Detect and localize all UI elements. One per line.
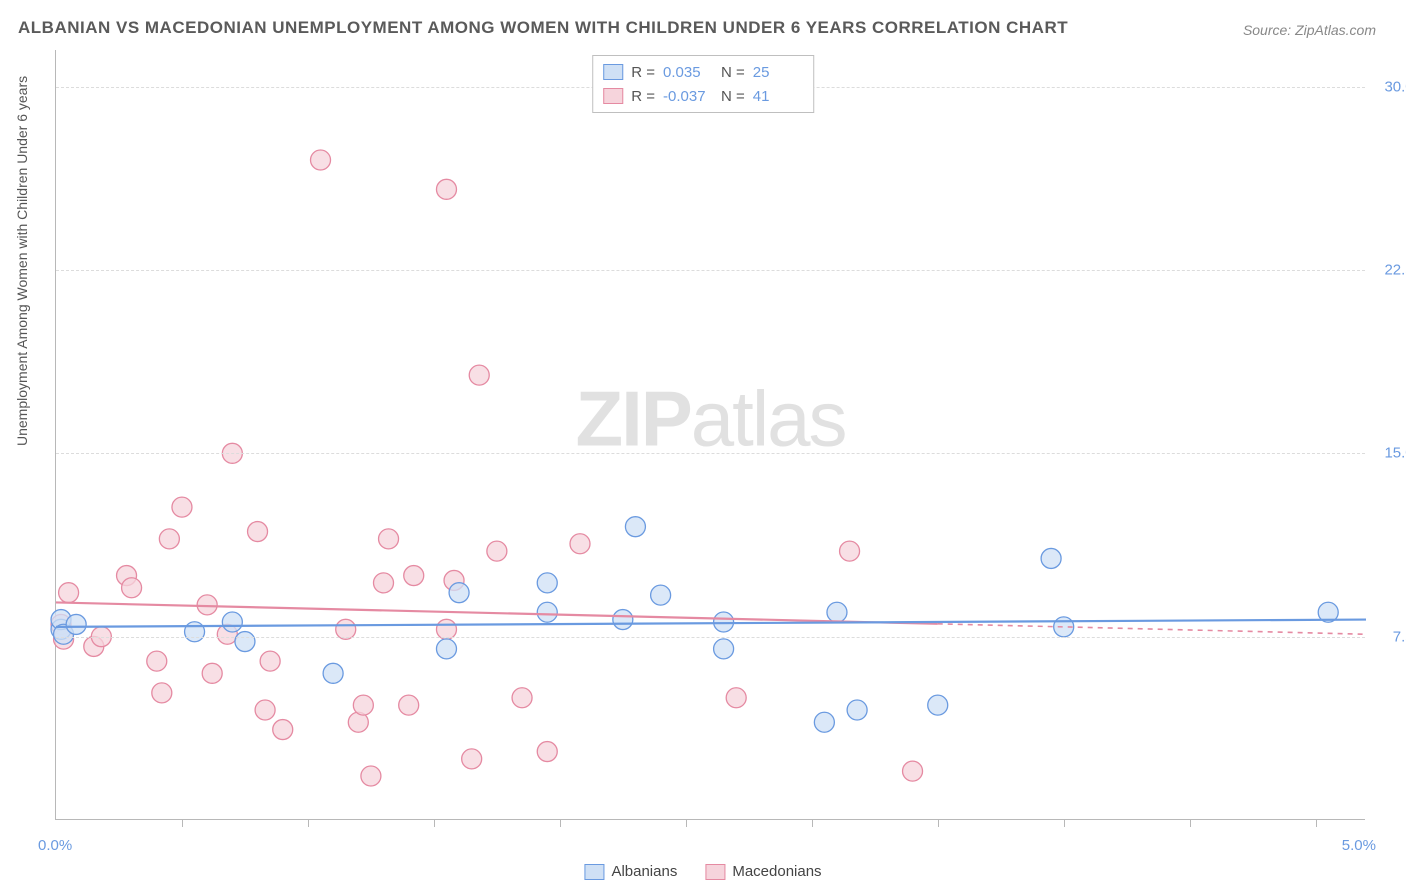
r-label: R = (631, 88, 655, 105)
x-tick (1064, 819, 1065, 827)
macedonian-point (260, 651, 280, 671)
macedonian-point (273, 720, 293, 740)
macedonian-point (726, 688, 746, 708)
macedonian-point (159, 529, 179, 549)
x-tick (434, 819, 435, 827)
stats-legend-box: R = 0.035 N = 25 R = -0.037 N = 41 (592, 55, 814, 113)
r-value-albanians: 0.035 (663, 64, 713, 81)
grid-line (56, 270, 1365, 271)
albanian-point (537, 573, 557, 593)
y-tick-label: 22.5% (1384, 262, 1406, 279)
albanian-point (222, 612, 242, 632)
x-tick (182, 819, 183, 827)
macedonian-point (361, 766, 381, 786)
macedonian-point (255, 700, 275, 720)
trend-line (56, 602, 938, 623)
legend-item-macedonians: Macedonians (705, 863, 821, 880)
trend-line (56, 620, 1366, 627)
swatch-macedonians-icon (705, 864, 725, 880)
macedonian-point (903, 761, 923, 781)
stats-row-albanians: R = 0.035 N = 25 (603, 60, 803, 84)
n-label: N = (721, 64, 745, 81)
x-tick (560, 819, 561, 827)
swatch-albanians (603, 64, 623, 80)
albanian-point (436, 639, 456, 659)
albanian-point (613, 610, 633, 630)
macedonian-point (399, 695, 419, 715)
albanian-point (185, 622, 205, 642)
macedonian-point (512, 688, 532, 708)
macedonian-point (248, 522, 268, 542)
albanian-point (714, 612, 734, 632)
macedonian-point (840, 541, 860, 561)
x-tick (1316, 819, 1317, 827)
macedonian-point (436, 179, 456, 199)
macedonian-point (202, 663, 222, 683)
x-tick (308, 819, 309, 827)
albanian-point (847, 700, 867, 720)
albanian-point (1041, 548, 1061, 568)
macedonian-point (122, 578, 142, 598)
macedonian-point (379, 529, 399, 549)
macedonian-point (469, 365, 489, 385)
y-axis-label: Unemployment Among Women with Children U… (14, 76, 30, 446)
x-tick (686, 819, 687, 827)
swatch-macedonians (603, 88, 623, 104)
y-tick-label: 15.0% (1384, 445, 1406, 462)
stats-row-macedonians: R = -0.037 N = 41 (603, 84, 803, 108)
macedonian-point (172, 497, 192, 517)
macedonian-point (152, 683, 172, 703)
albanian-point (235, 632, 255, 652)
albanian-point (651, 585, 671, 605)
legend-label-albanians: Albanians (611, 863, 677, 880)
albanian-point (814, 712, 834, 732)
macedonian-point (147, 651, 167, 671)
albanian-point (449, 583, 469, 603)
r-label: R = (631, 64, 655, 81)
albanian-point (827, 602, 847, 622)
macedonian-point (570, 534, 590, 554)
albanian-point (625, 517, 645, 537)
macedonian-point (374, 573, 394, 593)
macedonian-point (537, 742, 557, 762)
macedonian-point (311, 150, 331, 170)
macedonian-point (487, 541, 507, 561)
albanian-point (66, 614, 86, 634)
legend-bottom: Albanians Macedonians (584, 863, 821, 880)
macedonian-point (404, 566, 424, 586)
y-tick-label: 30.0% (1384, 78, 1406, 95)
x-tick (812, 819, 813, 827)
n-value-macedonians: 41 (753, 88, 803, 105)
x-axis-min-label: 0.0% (38, 837, 72, 854)
chart-svg (56, 50, 1365, 819)
source-attribution: Source: ZipAtlas.com (1243, 22, 1376, 38)
y-tick-label: 7.5% (1393, 628, 1406, 645)
grid-line (56, 453, 1365, 454)
albanian-point (537, 602, 557, 622)
macedonian-point (59, 583, 79, 603)
x-tick (1190, 819, 1191, 827)
albanian-point (323, 663, 343, 683)
chart-title: ALBANIAN VS MACEDONIAN UNEMPLOYMENT AMON… (18, 18, 1068, 38)
legend-item-albanians: Albanians (584, 863, 677, 880)
legend-label-macedonians: Macedonians (732, 863, 821, 880)
x-axis-max-label: 5.0% (1342, 837, 1376, 854)
plot-area: ZIPatlas 7.5%15.0%22.5%30.0% (55, 50, 1365, 820)
macedonian-point (353, 695, 373, 715)
n-value-albanians: 25 (753, 64, 803, 81)
macedonian-point (462, 749, 482, 769)
r-value-macedonians: -0.037 (663, 88, 713, 105)
n-label: N = (721, 88, 745, 105)
trend-line-dashed (938, 624, 1366, 634)
x-tick (938, 819, 939, 827)
albanian-point (714, 639, 734, 659)
swatch-albanians-icon (584, 864, 604, 880)
albanian-point (928, 695, 948, 715)
grid-line (56, 637, 1365, 638)
